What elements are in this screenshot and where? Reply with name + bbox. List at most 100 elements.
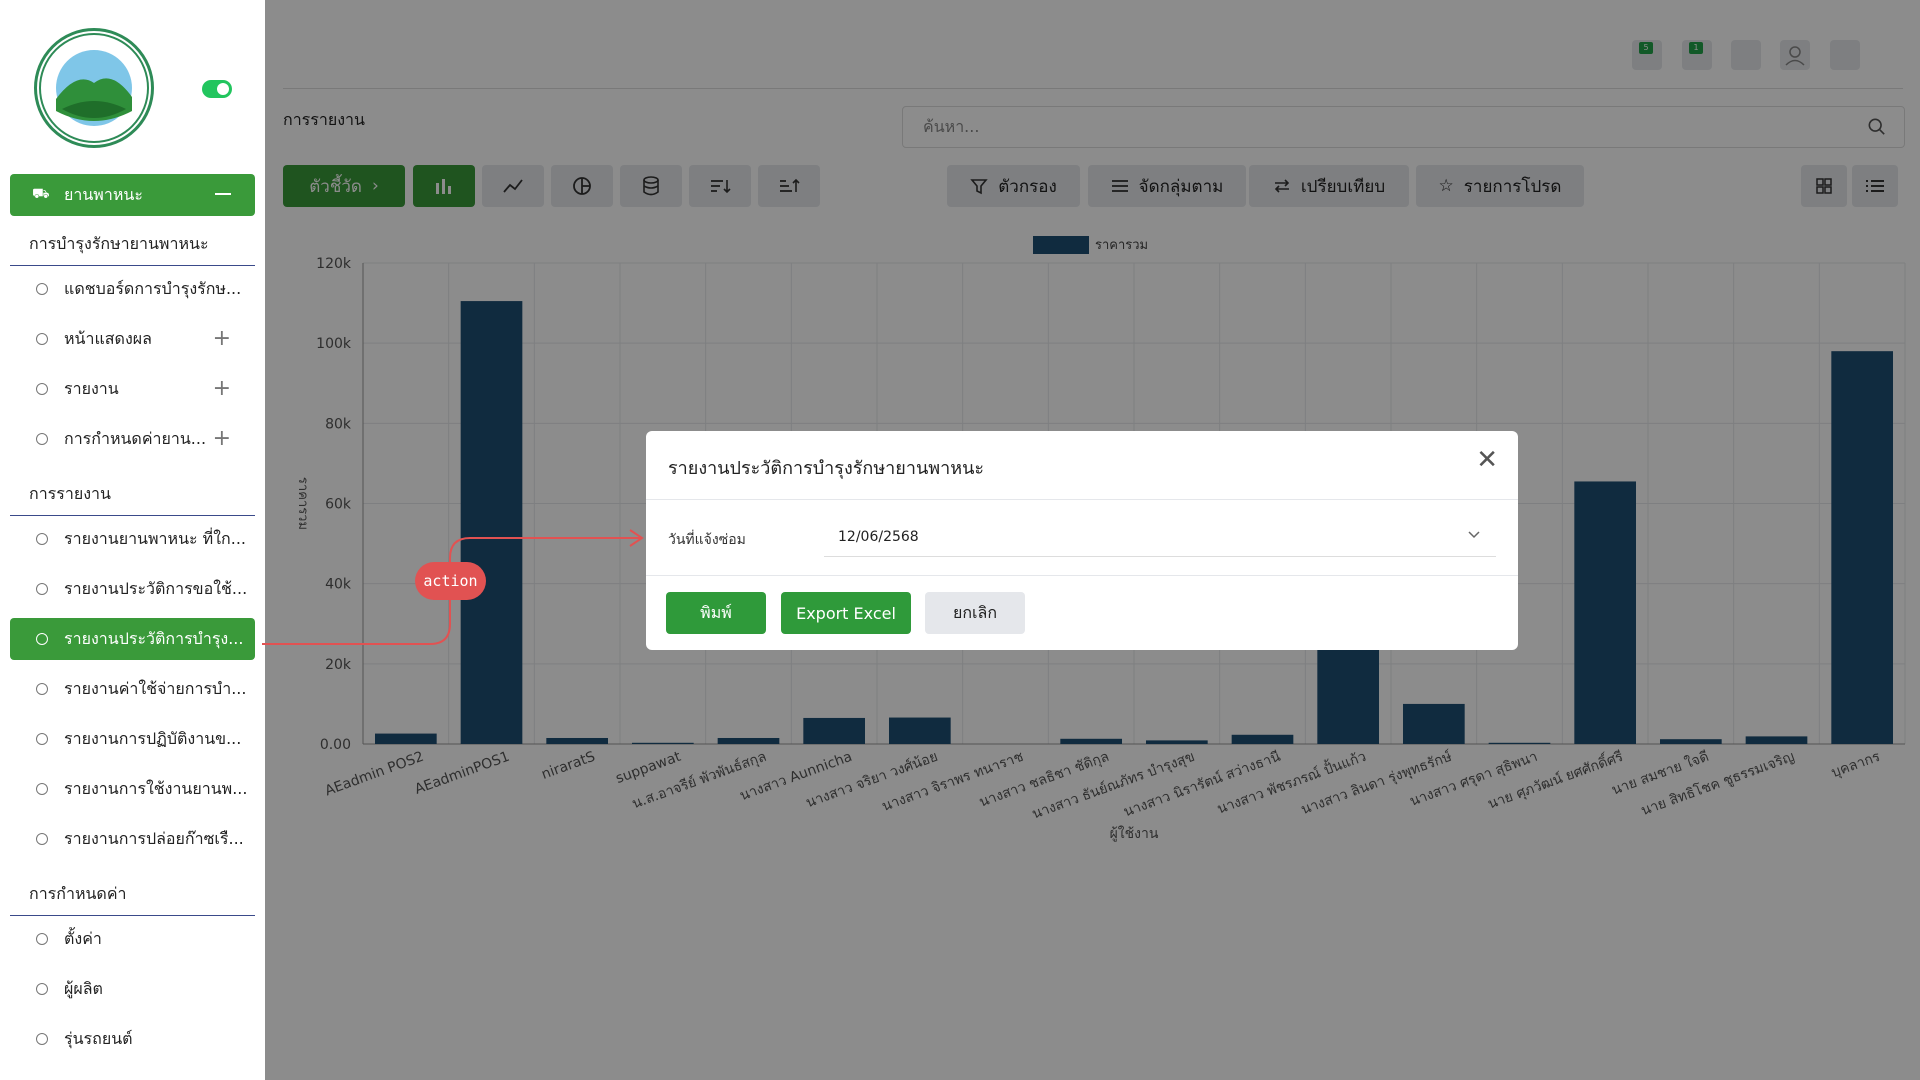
chart-bar [717,737,780,744]
grid-view-button[interactable] [1801,165,1847,207]
circle-icon [36,683,48,695]
grid-view-icon [1816,178,1832,194]
sidebar-section-title: การบำรุงรักษายานพาหนะ [10,230,255,266]
group-by-button[interactable]: จัดกลุ่มตาม [1088,165,1246,207]
circle-icon [36,533,48,545]
collapse-icon[interactable] [215,193,231,195]
filter-button[interactable]: ตัวกรอง [947,165,1080,207]
export-excel-button[interactable]: Export Excel [781,592,911,634]
sidebar-item-label: รายงานการใช้งานยานพ... [64,778,248,798]
swap-arrows-icon [1274,179,1289,193]
breadcrumb: การรายงาน [283,110,365,129]
sort-ascending-icon [780,178,800,192]
chevron-right-icon: › [371,176,379,196]
chart-bar [1831,351,1894,744]
metrics-button[interactable]: ตัวชี้วัด › [283,165,405,207]
sidebar-item[interactable]: การกำหนดค่ายาน... + [10,418,255,460]
sort-ascending-button[interactable] [758,165,820,207]
module-label: ยานพาหนะ [64,184,143,204]
header-divider [283,88,1903,89]
sidebar-item-label: แดชบอร์ดการบำรุงรักษ... [64,278,242,298]
notification-badge: 5 [1639,42,1653,54]
chart-bar [631,742,694,744]
sort-descending-button[interactable] [689,165,751,207]
circle-icon [36,583,48,595]
database-icon [643,176,659,196]
line-chart-button[interactable] [482,165,544,207]
favorites-button[interactable]: ☆ รายการโปรด [1416,165,1584,207]
action-annotation: action [415,562,486,600]
search-input[interactable]: ค้นหา... [902,106,1905,148]
circle-icon [36,1033,48,1045]
chart-bar [374,733,437,744]
close-icon[interactable]: ✕ [1476,445,1498,475]
sidebar-item[interactable]: รายงานการปฏิบัติงานข... [10,718,255,760]
database-button[interactable] [620,165,682,207]
sidebar-item[interactable]: แดชบอร์ดการบำรุงรักษ... [10,268,255,310]
circle-icon [36,733,48,745]
module-vehicle[interactable]: ⛟ ยานพาหนะ [10,174,255,216]
circle-icon [36,933,48,945]
compare-label: เปรียบเทียบ [1300,176,1386,197]
sidebar-item-label: รายงานค่าใช้จ่ายการบำ... [64,678,247,698]
chart-bar [460,301,523,744]
expand-plus-icon[interactable]: + [212,326,231,351]
y-tick-label: 40k [325,577,352,593]
chart-bar [1231,734,1294,744]
chevron-down-icon [1468,531,1480,539]
repair-date-select[interactable]: 12/06/2568 [824,517,1496,557]
apps-icon[interactable] [1830,40,1860,70]
settings-icon[interactable] [1731,40,1761,70]
compare-button[interactable]: เปรียบเทียบ [1249,165,1409,207]
sidebar-item[interactable]: รุ่นรถยนต์ [10,1018,255,1060]
metrics-label: ตัวชี้วัด [309,176,362,197]
sidebar-item[interactable]: รายงานประวัติการขอใช้... [10,568,255,610]
sidebar-item-label: รายงานประวัติการบำรุง... [64,628,244,648]
print-button[interactable]: พิมพ์ [666,592,766,634]
search-placeholder: ค้นหา... [923,117,980,136]
list-view-button[interactable] [1852,165,1898,207]
chart-bar [1488,742,1551,744]
expand-plus-icon[interactable]: + [212,376,231,401]
notification-icon[interactable]: 5 [1632,40,1662,70]
sidebar-item-label: รายงานประวัติการขอใช้... [64,578,248,598]
expand-plus-icon[interactable]: + [212,426,231,451]
chart-bar [803,717,866,744]
bar-chart-button[interactable] [413,165,475,207]
sidebar-item[interactable]: รายงานประวัติการบำรุง... [10,618,255,660]
search-icon[interactable] [1868,118,1886,136]
y-tick-label: 0.00 [320,737,351,753]
sidebar-item-label: ตั้งค่า [64,928,102,948]
sidebar-toggle[interactable] [202,80,232,98]
cancel-button[interactable]: ยกเลิก [925,592,1025,634]
bar-chart-icon [436,179,451,194]
sidebar-item[interactable]: รายงาน + [10,368,255,410]
sidebar-section-title: การรายงาน [10,480,255,516]
repair-date-value: 12/06/2568 [838,529,919,545]
sidebar-item[interactable]: รายงานการปล่อยก๊าซเรื... [10,818,255,860]
sidebar-item[interactable]: ตั้งค่า [10,918,255,960]
menu-lines-icon [1111,180,1128,192]
car-icon: ⛟ [32,186,50,202]
favorites-label: รายการโปรด [1463,176,1562,197]
sidebar-section-title: การกำหนดค่า [10,880,255,916]
dialog-divider [646,499,1518,500]
dialog-title: รายงานประวัติการบำรุงรักษายานพาหนะ [668,458,985,479]
circle-icon [36,783,48,795]
sort-descending-icon [711,180,731,194]
pie-chart-button[interactable] [551,165,613,207]
sidebar-item[interactable]: รายงานยานพาหนะ ที่ใก... [10,518,255,560]
sidebar-item[interactable]: รายงานการใช้งานยานพ... [10,768,255,810]
sidebar-item[interactable]: รายงานค่าใช้จ่ายการบำ... [10,668,255,710]
report-dialog: รายงานประวัติการบำรุงรักษายานพาหนะ ✕ วัน… [646,431,1518,650]
user-avatar-icon[interactable] [1780,40,1810,70]
sidebar-item[interactable]: หน้าแสดงผล + [10,318,255,360]
y-axis-title: ราคารวม [295,477,310,530]
chart-bar [888,717,951,744]
group-by-label: จัดกลุ่มตาม [1138,176,1224,197]
chart-bar [1745,736,1808,744]
chart-bar [1574,481,1637,744]
message-icon[interactable]: 1 [1682,40,1712,70]
chart-bar [546,737,609,744]
sidebar-item[interactable]: ผู้ผลิต [10,968,255,1010]
